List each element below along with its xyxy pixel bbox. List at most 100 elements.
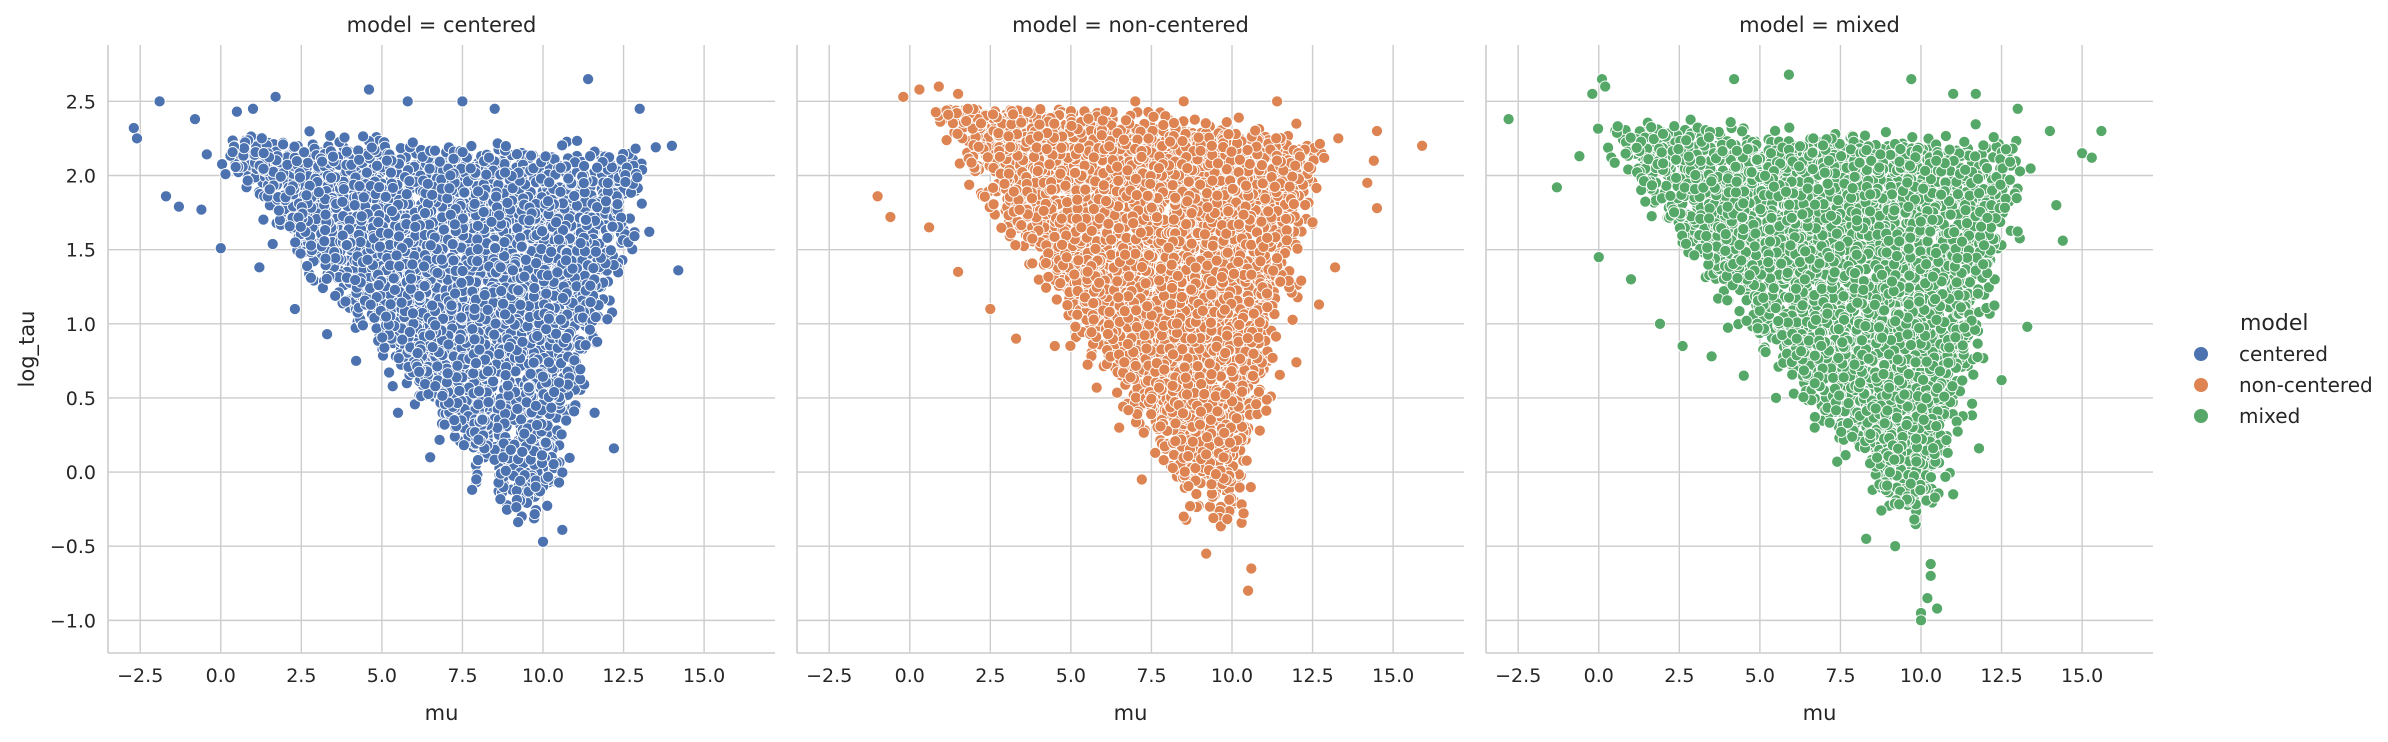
scatter-point xyxy=(128,122,139,133)
scatter-point xyxy=(502,380,513,391)
scatter-point xyxy=(1274,369,1285,380)
scatter-point xyxy=(442,368,453,379)
scatter-point xyxy=(543,471,554,482)
scatter-point xyxy=(386,206,397,217)
scatter-point xyxy=(201,149,212,160)
scatter-point xyxy=(552,267,563,278)
scatter-point xyxy=(489,329,500,340)
scatter-point xyxy=(592,162,603,173)
scatter-point xyxy=(499,167,510,178)
scatter-point xyxy=(589,407,600,418)
scatter-point xyxy=(449,219,460,230)
x-tick-label: 5.0 xyxy=(367,665,397,687)
scatter-point xyxy=(349,200,360,211)
scatter-point xyxy=(330,290,341,301)
x-tick-label: 15.0 xyxy=(683,665,725,687)
scatter-point xyxy=(319,236,330,247)
scatter-point xyxy=(494,348,505,359)
scatter-point xyxy=(446,300,457,311)
scatter-point xyxy=(374,241,385,252)
scatter-point xyxy=(526,150,537,161)
scatter-point xyxy=(355,236,366,247)
y-axis-label: log_tau xyxy=(15,311,40,388)
scatter-point xyxy=(585,297,596,308)
scatter-point xyxy=(361,167,372,178)
scatter-point xyxy=(131,133,142,144)
scatter-point xyxy=(189,114,200,125)
scatter-point xyxy=(320,253,331,264)
scatter-point xyxy=(392,407,403,418)
scatter-point xyxy=(447,239,458,250)
scatter-point xyxy=(313,187,324,198)
scatter-point xyxy=(486,216,497,227)
scatter-point xyxy=(354,154,365,165)
scatter-point xyxy=(302,157,313,168)
scatter-point xyxy=(491,191,502,202)
scatter-point xyxy=(543,357,554,368)
scatter-point xyxy=(454,385,465,396)
scatter-point xyxy=(489,103,500,114)
scatter-point xyxy=(490,318,501,329)
scatter-point xyxy=(468,368,479,379)
x-tick-label: 10.0 xyxy=(522,665,564,687)
scatter-point xyxy=(500,465,511,476)
scatter-point xyxy=(294,172,305,183)
scatter-point xyxy=(588,263,599,274)
scatter-point xyxy=(513,517,524,528)
x-tick-label: 0.0 xyxy=(206,665,236,687)
panel-title: model = centered xyxy=(347,13,537,37)
scatter-point xyxy=(242,175,253,186)
scatter-point xyxy=(551,217,562,228)
scatter-point xyxy=(636,198,647,209)
scatter-point xyxy=(470,358,481,369)
scatter-point xyxy=(302,260,313,271)
scatter-point xyxy=(537,226,548,237)
scatter-point xyxy=(430,320,441,331)
y-tick-label: −1.0 xyxy=(50,610,96,632)
scatter-point xyxy=(434,156,445,167)
scatter-point xyxy=(418,261,429,272)
scatter-point xyxy=(541,288,552,299)
scatter-point xyxy=(457,265,468,276)
scatter-point xyxy=(227,147,238,158)
scatter-point xyxy=(556,429,567,440)
scatter-point xyxy=(457,96,468,107)
scatter-point xyxy=(412,348,423,359)
scatter-point xyxy=(381,155,392,166)
scatter-point xyxy=(537,536,548,547)
scatter-point xyxy=(519,271,530,282)
scatter-point xyxy=(543,313,554,324)
scatter-point xyxy=(407,308,418,319)
scatter-point xyxy=(396,297,407,308)
scatter-point xyxy=(557,140,568,151)
scatter-point xyxy=(258,163,269,174)
scatter-point xyxy=(515,475,526,486)
scatter-point xyxy=(585,151,596,162)
scatter-point xyxy=(414,290,425,301)
scatter-point xyxy=(424,163,435,174)
scatter-point xyxy=(575,364,586,375)
scatter-point xyxy=(520,254,531,265)
scatter-point xyxy=(499,237,510,248)
scatter-point xyxy=(458,440,469,451)
scatter-point xyxy=(477,414,488,425)
scatter-point xyxy=(523,382,534,393)
scatter-point xyxy=(295,221,306,232)
scatter-point xyxy=(388,273,399,284)
scatter-point xyxy=(419,280,430,291)
scatter-point xyxy=(387,381,398,392)
scatter-point xyxy=(290,237,301,248)
scatter-point xyxy=(515,299,526,310)
scatter-point xyxy=(256,133,267,144)
scatter-point xyxy=(443,339,454,350)
scatter-point xyxy=(529,508,540,519)
scatter-point xyxy=(410,221,421,232)
scatter-point xyxy=(397,334,408,345)
scatter-point xyxy=(358,131,369,142)
scatter-point xyxy=(322,329,333,340)
scatter-point xyxy=(612,199,623,210)
scatter-point xyxy=(634,103,645,114)
scatter-point xyxy=(215,243,226,254)
